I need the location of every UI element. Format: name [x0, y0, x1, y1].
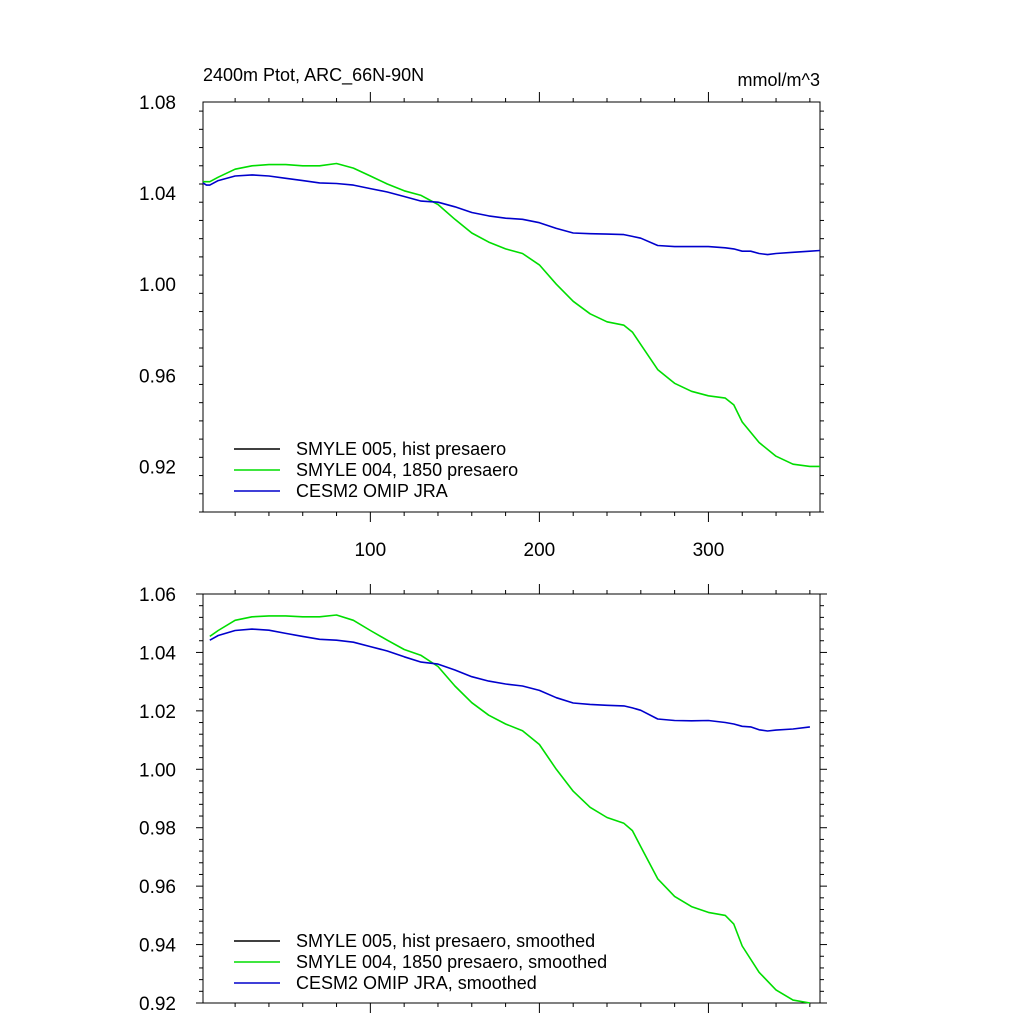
y-tick-label: 1.00: [139, 275, 176, 296]
y-tick-label: 0.94: [139, 936, 176, 957]
legend-label: CESM2 OMIP JRA: [296, 481, 448, 501]
y-tick-label: 0.92: [139, 457, 176, 478]
y-tick-label: 1.04: [139, 184, 176, 205]
legend-label: SMYLE 004, 1850 presaero: [296, 460, 518, 480]
x-tick-label: 200: [524, 540, 556, 561]
x-tick-label: 100: [354, 540, 386, 561]
legend-label: SMYLE 005, hist presaero: [296, 439, 506, 459]
units-label: mmol/m^3: [738, 70, 820, 90]
y-tick-label: 1.04: [139, 643, 176, 664]
legend: SMYLE 005, hist presaero, smoothedSMYLE …: [234, 931, 607, 993]
plot-frame: [202, 593, 821, 1004]
series-line-3: [209, 628, 810, 732]
y-tick-label: 1.08: [139, 93, 176, 114]
chart-panel-1: 0.92 0.96 1.00 1.04 1.08 100 200 300 2400m Ptot,…: [139, 65, 824, 561]
y-tick-label: 1.02: [139, 702, 176, 723]
series-line-3: [202, 174, 821, 256]
plot-frame: [202, 101, 821, 513]
y-tick-label: 0.98: [139, 819, 176, 840]
y-tick-label: 0.96: [139, 877, 176, 898]
series-line-2: [209, 614, 811, 1004]
legend-label: SMYLE 005, hist presaero, smoothed: [296, 931, 595, 951]
x-tick-label: 300: [693, 540, 725, 561]
legend-label: SMYLE 004, 1850 presaero, smoothed: [296, 952, 607, 972]
y-tick-label: 1.00: [139, 760, 176, 781]
chart-panel-2: 0.92 0.94 0.96 0.98 1.00 1.02 1.04 1.06 SMYLE 00…: [139, 584, 827, 1015]
y-tick-label: 1.06: [139, 585, 176, 606]
y-tick-label: 0.96: [139, 366, 176, 387]
legend-label: CESM2 OMIP JRA, smoothed: [296, 973, 537, 993]
chart-title: 2400m Ptot, ARC_66N-90N: [203, 65, 424, 86]
y-tick-label: 0.92: [139, 994, 176, 1015]
series-line-2: [203, 162, 820, 468]
